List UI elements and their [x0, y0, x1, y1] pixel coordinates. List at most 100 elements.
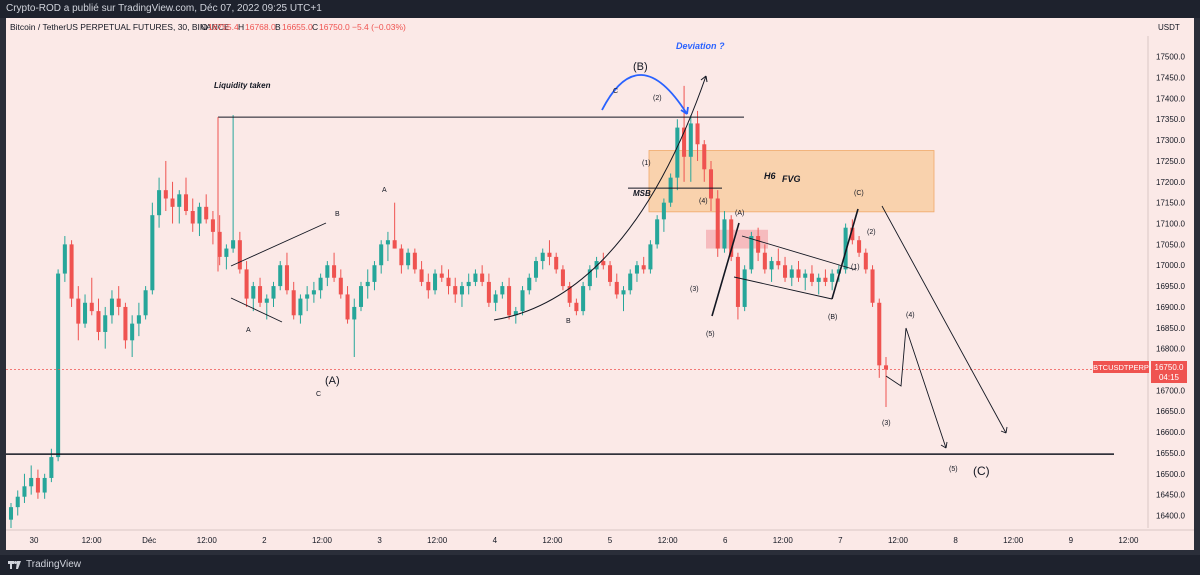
- price-axis[interactable]: 17500.0 17450.0 17400.0 17350.0 17300.0 17250…: [1147, 36, 1185, 528]
- price-tick-label: 16700.0: [1156, 386, 1185, 395]
- label-fvg: FVG: [782, 174, 801, 184]
- candle-body: [507, 286, 512, 316]
- countdown-tag: 04:15: [1159, 373, 1180, 382]
- candle-body: [379, 244, 384, 266]
- price-tick-label: 16400.0: [1156, 511, 1185, 520]
- candle-body: [385, 240, 390, 245]
- ohlc-change: −5.4 (−0.03%): [352, 22, 406, 32]
- candle-body: [439, 273, 444, 278]
- candle-body: [190, 211, 195, 224]
- candle-body: [742, 269, 747, 307]
- symbol-tag: BTCUSDTPERP: [1093, 363, 1149, 372]
- candle-body: [554, 256, 559, 270]
- candle-body: [587, 269, 592, 287]
- ohlc-high-label: H: [238, 22, 244, 32]
- price-tick-label: 16600.0: [1156, 428, 1185, 437]
- candle-body: [332, 265, 337, 278]
- publisher-line: Crypto-ROD a publié sur TradingView.com,…: [6, 3, 322, 14]
- candle-body: [177, 194, 182, 207]
- candle-body: [621, 290, 626, 295]
- candle-body: [210, 219, 215, 232]
- chart-frame: Bitcoin / TetherUS PERPETUAL FUTURES, 30…: [6, 18, 1194, 550]
- candle-body: [244, 269, 249, 299]
- drawings: [6, 74, 1148, 455]
- label-A-mid: (A): [735, 210, 744, 217]
- symbol-line: Bitcoin / TetherUS PERPETUAL FUTURES, 30…: [10, 22, 230, 32]
- candle-body: [372, 265, 377, 282]
- label-B-mid: (B): [828, 314, 837, 321]
- candle-body: [695, 123, 700, 145]
- candle-body: [49, 457, 54, 478]
- candle-body: [560, 269, 565, 287]
- label-h6: H6: [764, 171, 776, 181]
- label-4-proj: (4): [906, 312, 915, 319]
- time-tick-label: 12:00: [773, 536, 794, 545]
- candle-body: [83, 302, 88, 324]
- tradingview-logo-icon: [8, 561, 21, 569]
- publisher-bar: Crypto-ROD a publié sur TradingView.com,…: [0, 0, 1200, 18]
- candle-body: [722, 219, 727, 249]
- candle-body: [157, 190, 162, 216]
- label-1-right: (1): [851, 264, 860, 271]
- label-wave-C-proj: (C): [973, 464, 990, 478]
- candle-body: [836, 269, 841, 274]
- price-chart[interactable]: Bitcoin / TetherUS PERPETUAL FUTURES, 30…: [6, 18, 1194, 550]
- label-c-top: C: [613, 88, 618, 95]
- candle-body: [278, 265, 283, 287]
- candle-body: [271, 286, 276, 299]
- candle-body: [419, 269, 424, 282]
- label-2-top: (2): [653, 95, 662, 102]
- candle-body: [816, 277, 821, 282]
- candle-body: [614, 281, 619, 295]
- candle-body: [163, 190, 168, 199]
- candle-body: [796, 269, 801, 278]
- price-tick-label: 17350.0: [1156, 115, 1185, 124]
- candle-body: [648, 244, 653, 270]
- price-tick-label: 17300.0: [1156, 136, 1185, 145]
- candle-body: [682, 127, 687, 157]
- tradingview-brand: TradingView: [26, 559, 82, 570]
- candle-body: [574, 302, 579, 312]
- candle-body: [338, 277, 343, 295]
- candle-body: [850, 227, 855, 241]
- label-a-upper: A: [382, 187, 387, 194]
- candle-body: [170, 198, 175, 207]
- candle-body: [204, 206, 209, 220]
- ohlc-low-label: B: [275, 22, 281, 32]
- time-tick-label: 3: [377, 536, 382, 545]
- candle-body: [783, 265, 788, 278]
- ohlc-close: 16750.0: [319, 22, 350, 32]
- time-axis[interactable]: 30 12:00 Déc 12:00 2 12:00 3 12:00 4 12:00 5 12:00 6…: [6, 529, 1194, 545]
- label-deviation: Deviation ?: [676, 41, 725, 51]
- h6-fvg-zone: [648, 150, 935, 213]
- label-liquidity-taken: Liquidity taken: [214, 81, 271, 90]
- price-tick-label: 16550.0: [1156, 449, 1185, 458]
- candle-body: [291, 290, 296, 316]
- candle-body: [870, 269, 875, 303]
- time-tick-label: 4: [493, 536, 498, 545]
- candle-body: [729, 219, 734, 257]
- candle-body: [358, 286, 364, 307]
- time-tick-label: 12:00: [82, 536, 103, 545]
- candle-body: [769, 261, 774, 270]
- ohlc-low: 16655.0: [282, 22, 313, 32]
- candle-body: [217, 231, 222, 257]
- candle-body: [406, 252, 411, 266]
- ohlc-open-label: O: [201, 22, 208, 32]
- candle-body: [29, 477, 34, 487]
- candle-body: [453, 286, 458, 295]
- time-tick-label: 8: [953, 536, 958, 545]
- ohlc-close-label: C: [312, 22, 318, 32]
- price-tick-label: 17200.0: [1156, 178, 1185, 187]
- tradingview-footer: TradingView: [0, 555, 1200, 575]
- candle-body: [264, 298, 269, 303]
- label-2-right: (2): [867, 229, 876, 236]
- candle-body: [62, 244, 67, 274]
- price-tick-label: 17100.0: [1156, 220, 1185, 229]
- price-tick-label: 17250.0: [1156, 157, 1185, 166]
- deviation-arrowhead: [680, 106, 689, 115]
- time-tick-label: 12:00: [197, 536, 218, 545]
- projection-path: [885, 327, 947, 449]
- candle-body: [466, 281, 471, 287]
- candle-body: [446, 277, 451, 287]
